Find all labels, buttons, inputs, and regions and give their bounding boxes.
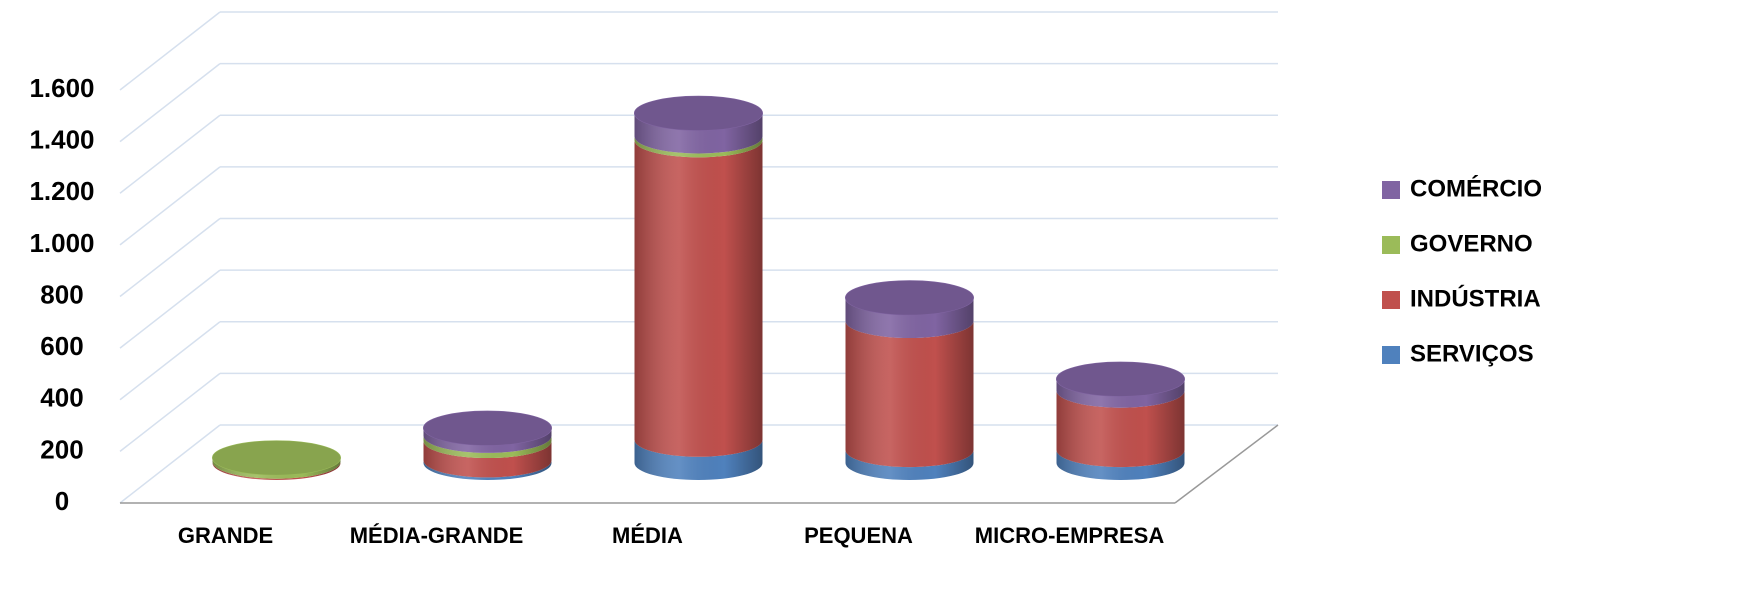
segment-shade: [634, 140, 763, 457]
grid-line: [119, 321, 221, 401]
segment-shade: [845, 450, 974, 480]
x-tick-label: MICRO-EMPRESA: [975, 523, 1165, 548]
legend-label: SERVIÇOS: [1410, 340, 1534, 367]
cylinder-top: [212, 440, 341, 476]
cylinder-top: [845, 280, 974, 316]
cylinder-top-shade: [423, 411, 552, 446]
segment-shade: [1056, 450, 1185, 480]
grid-line: [119, 166, 221, 246]
segment-shade: [423, 441, 552, 478]
segment-shade: [1056, 390, 1185, 468]
legend-label: GOVERNO: [1410, 230, 1533, 257]
legend-swatch: [1382, 181, 1400, 199]
y-tick-label: 200: [40, 434, 83, 464]
legend-swatch: [1382, 346, 1400, 364]
segment-shade: [212, 457, 341, 479]
y-tick-label: 800: [40, 279, 83, 309]
legend-swatch: [1382, 291, 1400, 309]
segment-shade: [845, 297, 974, 339]
grid-line: [119, 114, 221, 194]
y-tick-label: 400: [40, 383, 83, 413]
cylinder-top: [634, 95, 763, 131]
x-tick-label: PEQUENA: [804, 523, 913, 548]
segment-shade: [423, 435, 552, 459]
cylinder-top: [1056, 361, 1185, 397]
x-tick-label: MÉDIA-GRANDE: [350, 523, 524, 548]
legend-label: INDÚSTRIA: [1410, 284, 1541, 312]
x-tick-label: GRANDE: [178, 523, 273, 548]
grid-line: [119, 217, 221, 298]
y-tick-label: 0: [55, 486, 69, 516]
cylinder-top-shade: [1056, 362, 1185, 397]
cylinder-top-shade: [845, 280, 974, 315]
segment-shade: [634, 113, 763, 154]
grid-line: [119, 424, 221, 504]
segment-shade: [634, 136, 763, 158]
y-tick-label: 1.400: [29, 125, 94, 155]
floor-edge: [1174, 424, 1279, 504]
grid-line: [119, 63, 221, 143]
cylinder-top-shade: [212, 440, 341, 475]
segment-shade: [1056, 379, 1185, 408]
grid-line: [119, 372, 221, 452]
grid-line: [119, 269, 221, 349]
y-tick-label: 1.000: [29, 228, 94, 258]
grid-line: [119, 11, 221, 91]
cylinder-top-shade: [634, 96, 763, 131]
legend-swatch: [1382, 236, 1400, 254]
segment-shade: [423, 428, 552, 453]
cylinder-top: [423, 410, 552, 446]
segment-shade: [634, 439, 763, 480]
y-tick-label: 1.600: [29, 73, 94, 103]
y-tick-label: 1.200: [29, 176, 94, 206]
x-tick-label: MÉDIA: [612, 523, 683, 548]
segment-shade: [845, 321, 974, 468]
legend-label: COMÉRCIO: [1410, 174, 1542, 202]
y-tick-label: 600: [40, 331, 83, 361]
